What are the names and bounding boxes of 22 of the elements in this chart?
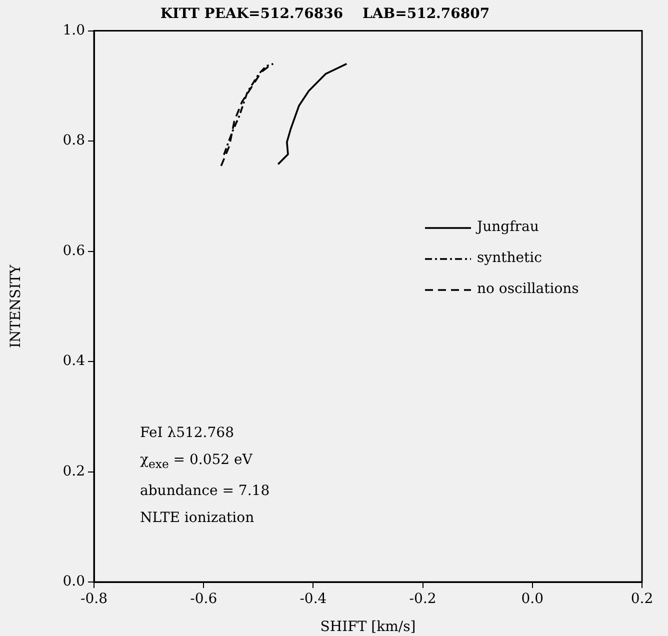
- chart-title: KITT PEAK=512.76836 LAB=512.76807: [160, 6, 490, 22]
- annotation: abundance = 7.18: [140, 482, 270, 501]
- legend-label: synthetic: [477, 249, 542, 268]
- legend-label: no oscillations: [477, 280, 579, 299]
- y-tick-label: 0.8: [62, 132, 85, 149]
- x-tick-label: -0.2: [409, 591, 436, 608]
- y-tick-label: 0.4: [62, 353, 86, 370]
- x-axis-title: SHIFT [km/s]: [320, 619, 416, 636]
- annotation: FeI λ512.768: [140, 424, 235, 443]
- annotation: χ$_{exe}$ = 0.052 eV: [140, 451, 254, 473]
- x-tick-label: -0.6: [190, 591, 218, 608]
- y-tick-label: 0.6: [62, 242, 86, 259]
- annotation: NLTE ionization: [140, 508, 256, 528]
- y-tick-label: 0.0: [62, 574, 85, 590]
- y-axis-title: INTENSITY: [8, 264, 24, 348]
- legend-label: Jungfrau: [477, 218, 539, 237]
- y-tick-label: 1.0: [62, 22, 85, 38]
- x-tick-label: 0.0: [521, 591, 544, 608]
- y-tick-label: 0.2: [62, 463, 85, 480]
- x-tick-label: 0.2: [630, 591, 654, 608]
- x-tick-label: -0.4: [300, 591, 327, 608]
- x-tick-label: -0.8: [80, 591, 108, 608]
